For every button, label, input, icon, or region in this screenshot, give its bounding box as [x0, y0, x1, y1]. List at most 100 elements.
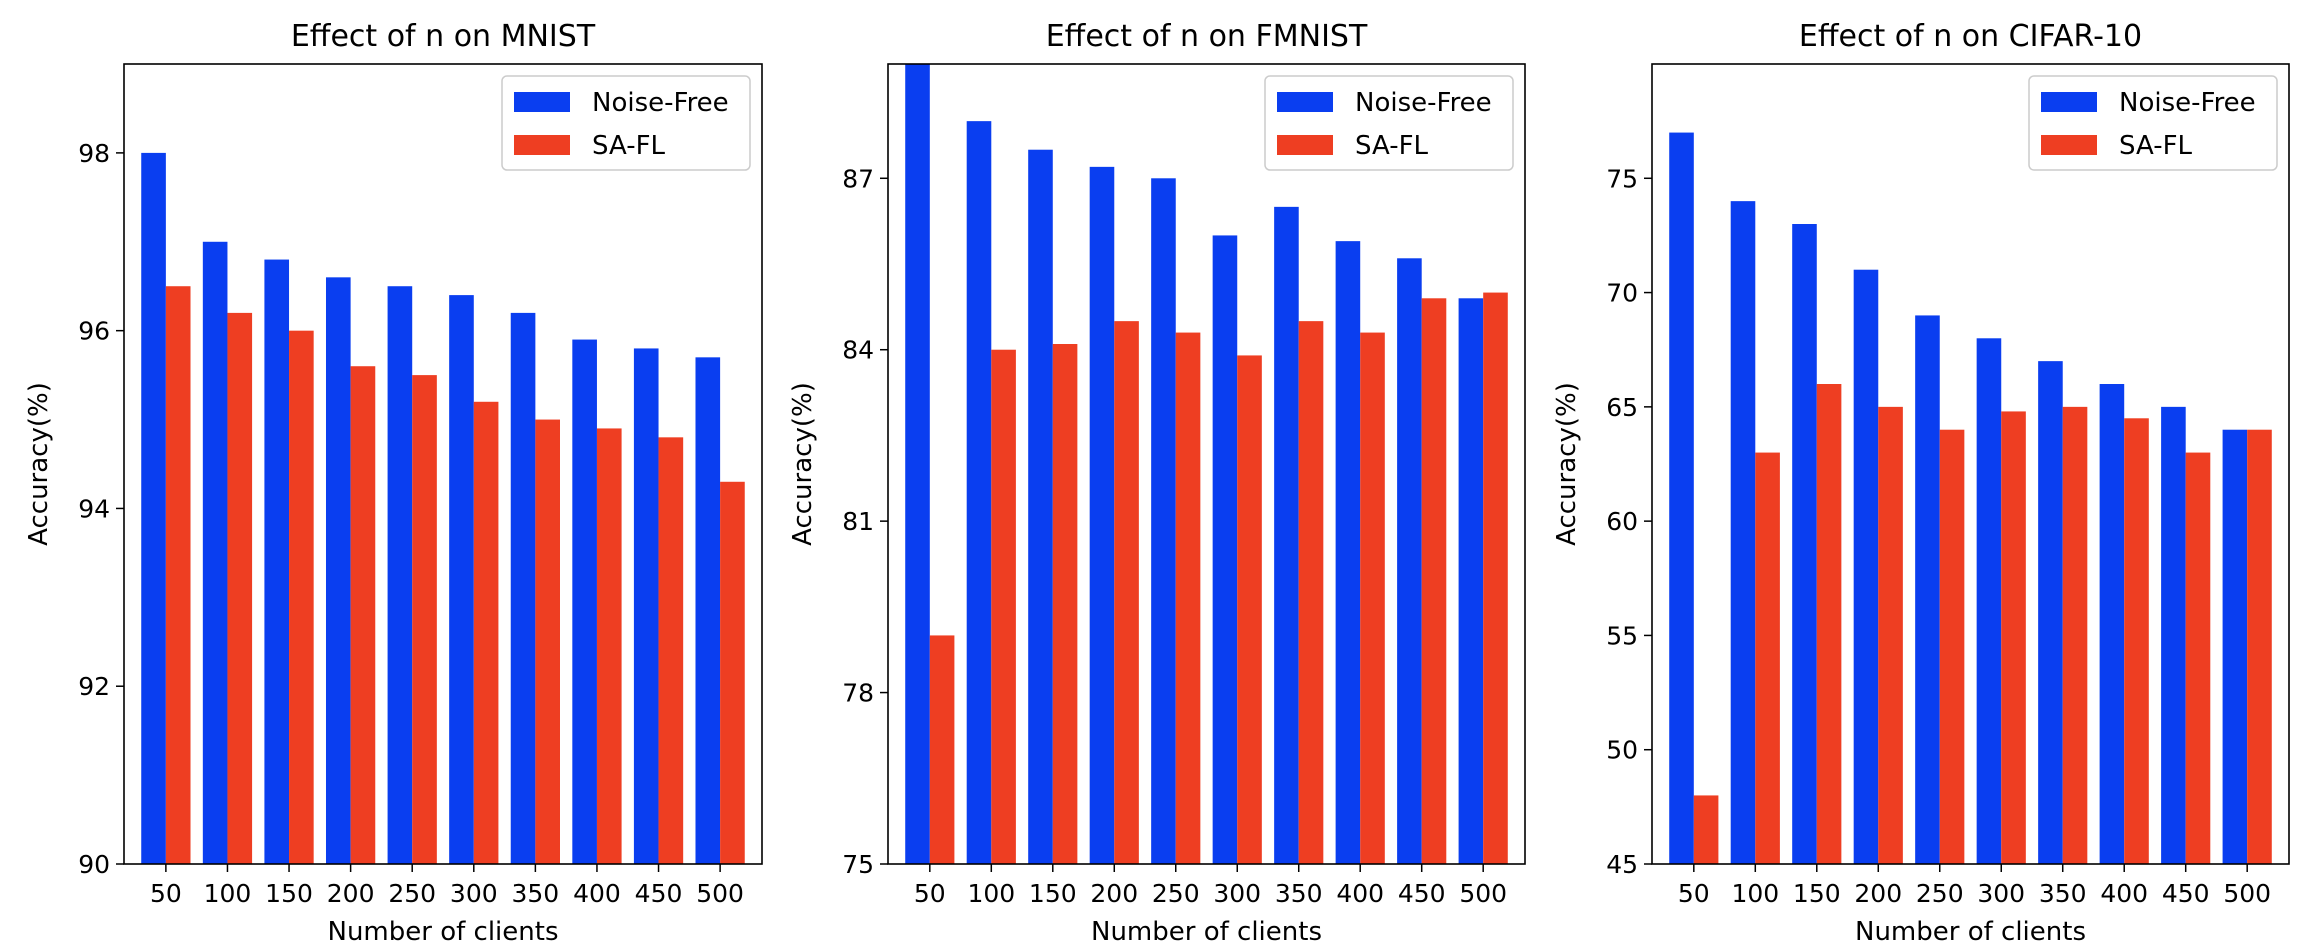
bar-noise-free-300	[1976, 338, 2002, 864]
y-tick-label: 94	[78, 494, 110, 523]
bar-sa-fl-200	[1878, 406, 1903, 864]
y-tick-label: 96	[78, 317, 110, 346]
legend-swatch-sa-fl	[1277, 135, 1333, 155]
x-tick-label: 400	[2100, 879, 2148, 908]
chart-panel-3: 50 100 150 200 250 300 350 400 450 500 45 50 55 60 65 7…	[1552, 19, 2290, 947]
y-tick-label: 75	[842, 850, 874, 879]
x-tick-label: 50	[1678, 879, 1710, 908]
bar-sa-fl-150	[1052, 344, 1078, 864]
bar-noise-free-350	[2038, 361, 2063, 864]
y-tick-label: 87	[842, 164, 874, 193]
x-tick-label: 350	[1275, 879, 1323, 908]
bar-noise-free-500	[695, 357, 721, 864]
x-tick-label: 500	[696, 879, 744, 908]
bar-noise-free-100	[202, 241, 228, 864]
bar-noise-free-250	[1151, 178, 1176, 865]
bar-sa-fl-200	[1114, 321, 1139, 864]
y-tick-label: 90	[78, 850, 110, 879]
plot-frame	[123, 63, 763, 865]
plot-frame	[1651, 63, 2290, 865]
chart-panel-2: 50 100 150 200 250 300 350 400 450 500 75 78 81 84 87 E…	[788, 19, 1526, 947]
y-tick-label: 75	[1606, 164, 1638, 193]
y-axis-label: Accuracy(%)	[788, 382, 818, 546]
x-tick-label: 250	[1916, 879, 1964, 908]
bar-sa-fl-300	[473, 401, 499, 864]
legend: Noise-Free SA-FL	[1264, 75, 1514, 171]
plot-frame	[887, 63, 1526, 865]
legend-label-sa-fl: SA-FL	[1355, 131, 1429, 161]
x-tick-label: 150	[265, 879, 313, 908]
y-tick-label: 84	[842, 336, 874, 365]
bar-noise-free-450	[1397, 258, 1422, 864]
bar-noise-free-400	[1335, 241, 1361, 864]
x-tick-label: 150	[1793, 879, 1841, 908]
y-axis-label: Accuracy(%)	[24, 382, 54, 546]
bar-noise-free-400	[572, 339, 597, 864]
x-tick-label: 250	[1152, 879, 1200, 908]
x-tick-label: 350	[2039, 879, 2087, 908]
x-tick-label: 500	[2223, 879, 2271, 908]
legend-swatch-noise-free	[1277, 92, 1333, 112]
legend-swatch-noise-free	[2041, 92, 2097, 112]
bar-sa-fl-150	[289, 330, 314, 864]
y-tick-label: 55	[1606, 621, 1638, 650]
bar-sa-fl-100	[227, 312, 253, 864]
bar-sa-fl-400	[2124, 418, 2149, 864]
chart-title: Effect of n on MNIST	[291, 19, 596, 54]
bar-sa-fl-200	[350, 366, 376, 864]
x-tick-label: 500	[1459, 879, 1507, 908]
y-tick-label: 78	[842, 679, 874, 708]
bar-noise-free-50	[905, 64, 930, 864]
x-tick-label: 200	[1090, 879, 1138, 908]
bar-sa-fl-500	[2247, 429, 2272, 864]
bar-noise-free-400	[2099, 384, 2125, 864]
x-tick-label: 300	[450, 879, 498, 908]
bar-noise-free-200	[325, 277, 351, 865]
x-tick-label: 350	[512, 879, 560, 908]
bar-noise-free-500	[2222, 429, 2248, 864]
bar-sa-fl-500	[1483, 292, 1508, 864]
x-tick-label: 50	[914, 879, 946, 908]
bar-noise-free-300	[449, 295, 474, 864]
bar-noise-free-200	[1089, 166, 1115, 865]
legend-label-noise-free: Noise-Free	[1355, 88, 1492, 118]
x-axis-label: Number of clients	[1091, 917, 1322, 947]
y-axis-label: Accuracy(%)	[1552, 382, 1582, 546]
bar-noise-free-100	[966, 121, 992, 864]
x-tick-label: 400	[1336, 879, 1384, 908]
legend-label-noise-free: Noise-Free	[592, 88, 729, 118]
x-tick-label: 450	[635, 879, 683, 908]
bar-sa-fl-100	[991, 349, 1016, 865]
bar-noise-free-350	[510, 312, 536, 864]
legend-label-sa-fl: SA-FL	[592, 131, 666, 161]
x-tick-label: 100	[204, 879, 252, 908]
y-tick-label: 65	[1606, 393, 1638, 422]
y-tick-label: 60	[1606, 507, 1638, 536]
x-tick-label: 450	[1398, 879, 1446, 908]
x-tick-label: 450	[2162, 879, 2210, 908]
bar-sa-fl-400	[1360, 332, 1385, 864]
bar-noise-free-450	[2161, 406, 2186, 864]
bar-sa-fl-400	[596, 428, 622, 864]
x-tick-label: 200	[1854, 879, 1902, 908]
bar-noise-free-150	[264, 259, 290, 864]
x-tick-label: 300	[1213, 879, 1261, 908]
bar-noise-free-150	[1028, 149, 1053, 864]
bar-sa-fl-300	[2001, 411, 2026, 864]
y-tick-label: 45	[1606, 850, 1638, 879]
legend: Noise-Free SA-FL	[2028, 75, 2278, 171]
bar-noise-free-200	[1853, 269, 1879, 865]
bar-noise-free-50	[1669, 132, 1694, 864]
bar-sa-fl-350	[1298, 321, 1324, 864]
y-tick-label: 70	[1606, 279, 1638, 308]
bar-sa-fl-450	[1421, 298, 1447, 864]
bar-sa-fl-450	[658, 437, 684, 864]
x-axis-label: Number of clients	[328, 917, 559, 947]
bar-noise-free-350	[1274, 206, 1299, 865]
bar-sa-fl-350	[2062, 406, 2088, 864]
bar-noise-free-50	[141, 152, 166, 864]
bar-sa-fl-350	[535, 419, 560, 864]
chart-title: Effect of n on CIFAR-10	[1799, 19, 2142, 54]
bar-sa-fl-150	[1816, 384, 1842, 864]
x-tick-label: 50	[150, 879, 182, 908]
